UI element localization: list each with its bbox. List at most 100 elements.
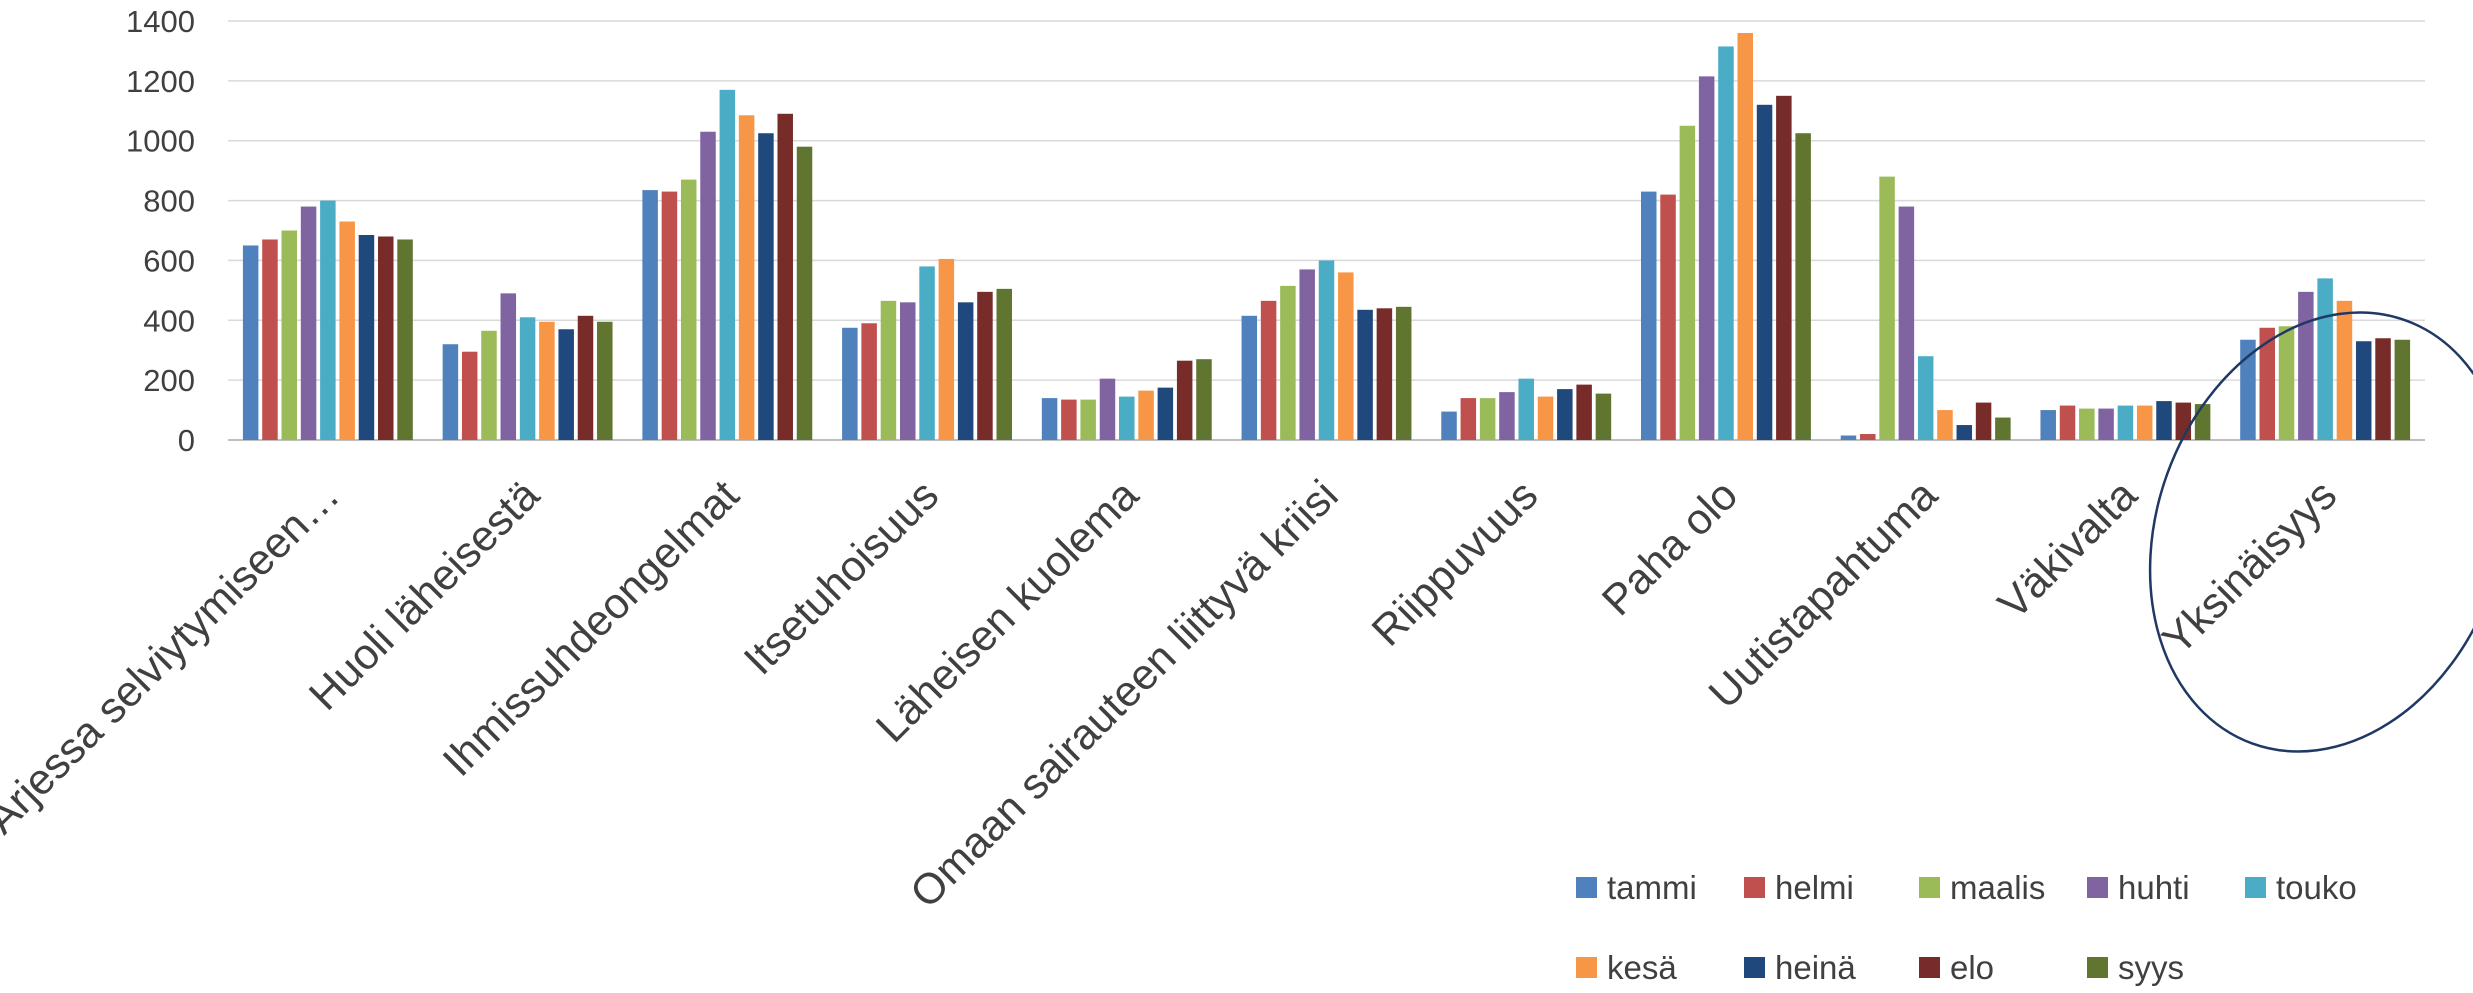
- bar-huoli-laheisesta-helmi: [461, 351, 478, 440]
- legend: tammi helmi maalis huhti touko kesä heinä elo sy…: [1576, 869, 2357, 986]
- bar-uutistapahtuma-helmi: [1860, 434, 1876, 440]
- bar-yksinaisyys-syys: [2394, 339, 2411, 440]
- legend-item-elo: elo: [1919, 949, 1994, 986]
- bar-riippuvuus-tammi: [1441, 411, 1457, 440]
- legend-item-helmi: helmi: [1744, 869, 1854, 906]
- x-tick-label-vakivalta: Väkivalta: [1989, 471, 2146, 628]
- bar-itsetuhoisuus-syys: [996, 288, 1012, 440]
- y-axis: 0 200 400 600 800 1000 1200 1400: [126, 4, 195, 458]
- bar-vakivalta-helmi: [2059, 405, 2076, 440]
- bar-omaan-sairauteen-liittyva-kriisi-maalis: [1280, 285, 1296, 440]
- legend-label: touko: [2276, 869, 2357, 906]
- bar-vakivalta-maalis: [2079, 408, 2095, 440]
- y-tick-label: 400: [143, 303, 195, 338]
- bar-paha-olo-huhti: [1698, 76, 1715, 441]
- bar-riippuvuus-syys: [1595, 393, 1612, 440]
- bar-ihmissuhdeongelmat-touko: [719, 89, 736, 440]
- bar-uutistapahtuma-touko: [1917, 356, 1934, 440]
- bar-vakivalta-heina: [2156, 401, 2172, 440]
- y-tick-label: 1000: [126, 124, 195, 159]
- bar-yksinaisyys-helmi: [2259, 327, 2275, 440]
- bar-arjessa-selviytymiseen-tammi: [242, 245, 259, 440]
- legend-swatch: [2087, 877, 2108, 898]
- bar-laheisen-kuolema-helmi: [1061, 399, 1077, 440]
- legend-swatch: [1919, 877, 1940, 898]
- bar-huoli-laheisesta-maalis: [481, 330, 497, 440]
- bar-ihmissuhdeongelmat-huhti: [700, 131, 716, 441]
- bar-paha-olo-maalis: [1679, 125, 1696, 440]
- legend-swatch: [1744, 957, 1765, 978]
- legend-item-syys: syys: [2087, 949, 2184, 986]
- bar-yksinaisyys-maalis: [2278, 326, 2295, 440]
- x-tick-label-paha-olo: Paha olo: [1593, 471, 1747, 625]
- bar-huoli-laheisesta-elo: [577, 315, 594, 440]
- bar-itsetuhoisuus-huhti: [900, 302, 916, 440]
- bar-riippuvuus-helmi: [1460, 398, 1477, 440]
- bar-omaan-sairauteen-liittyva-kriisi-syys: [1395, 306, 1412, 440]
- bar-arjessa-selviytymiseen-syys: [397, 239, 413, 440]
- bar-arjessa-selviytymiseen-kesa: [339, 221, 355, 440]
- y-tick-label: 1200: [126, 64, 195, 99]
- bar-ihmissuhdeongelmat-maalis: [680, 179, 697, 440]
- bar-ihmissuhdeongelmat-elo: [777, 113, 793, 440]
- legend-label: syys: [2118, 949, 2184, 986]
- legend-swatch: [2087, 957, 2108, 978]
- bar-uutistapahtuma-huhti: [1898, 206, 1915, 440]
- bar-laheisen-kuolema-syys: [1196, 359, 1212, 440]
- bar-vakivalta-huhti: [2098, 408, 2114, 440]
- highlight-ellipse: [2148, 311, 2473, 753]
- bar-huoli-laheisesta-touko: [519, 317, 536, 440]
- bar-itsetuhoisuus-kesa: [938, 258, 955, 440]
- bar-arjessa-selviytymiseen-huhti: [300, 206, 317, 440]
- bar-vakivalta-kesa: [2136, 405, 2153, 440]
- x-tick-label-itsetuhoisuus: Itsetuhoisuus: [735, 471, 948, 684]
- bar-yksinaisyys-tammi: [2240, 339, 2256, 440]
- bar-paha-olo-touko: [1718, 46, 1734, 440]
- bar-arjessa-selviytymiseen-maalis: [281, 230, 298, 440]
- legend-swatch: [1744, 877, 1765, 898]
- bars: [242, 32, 2411, 441]
- bar-huoli-laheisesta-tammi: [442, 344, 459, 440]
- bar-ihmissuhdeongelmat-heina: [758, 133, 774, 441]
- bar-paha-olo-elo: [1776, 95, 1792, 440]
- bar-ihmissuhdeongelmat-syys: [796, 146, 813, 440]
- bar-laheisen-kuolema-touko: [1119, 396, 1135, 440]
- bar-itsetuhoisuus-heina: [957, 302, 974, 440]
- annotations: [2148, 311, 2473, 753]
- legend-item-kesa: kesä: [1576, 949, 1677, 986]
- x-axis: Arjessa selviytymiseen…Huoli läheisestäI…: [0, 471, 2346, 917]
- legend-label: helmi: [1775, 869, 1854, 906]
- bar-uutistapahtuma-syys: [1995, 417, 2011, 440]
- bar-uutistapahtuma-elo: [1975, 402, 1992, 440]
- bar-omaan-sairauteen-liittyva-kriisi-heina: [1357, 309, 1373, 440]
- y-tick-label: 200: [143, 363, 195, 398]
- bar-itsetuhoisuus-maalis: [880, 300, 897, 440]
- bar-paha-olo-tammi: [1641, 191, 1657, 440]
- bar-omaan-sairauteen-liittyva-kriisi-touko: [1318, 260, 1335, 440]
- bar-laheisen-kuolema-kesa: [1138, 390, 1154, 440]
- bar-laheisen-kuolema-elo: [1176, 360, 1193, 440]
- y-tick-label: 0: [178, 423, 195, 458]
- bar-omaan-sairauteen-liittyva-kriisi-elo: [1376, 308, 1393, 440]
- bar-riippuvuus-heina: [1557, 389, 1573, 440]
- bar-laheisen-kuolema-tammi: [1041, 398, 1058, 440]
- bar-vakivalta-touko: [2117, 405, 2134, 440]
- bar-omaan-sairauteen-liittyva-kriisi-tammi: [1241, 315, 1258, 440]
- legend-item-tammi: tammi: [1576, 869, 1697, 906]
- bar-laheisen-kuolema-huhti: [1099, 378, 1116, 440]
- legend-label: kesä: [1607, 949, 1677, 986]
- bar-huoli-laheisesta-syys: [597, 321, 613, 440]
- legend-item-huhti: huhti: [2087, 869, 2190, 906]
- bar-ihmissuhdeongelmat-kesa: [738, 115, 755, 441]
- bar-riippuvuus-huhti: [1499, 392, 1515, 440]
- legend-label: heinä: [1775, 949, 1856, 986]
- bar-omaan-sairauteen-liittyva-kriisi-kesa: [1338, 272, 1354, 440]
- bar-yksinaisyys-elo: [2375, 338, 2391, 440]
- bar-paha-olo-helmi: [1660, 194, 1676, 440]
- legend-label: elo: [1950, 949, 1994, 986]
- legend-item-maalis: maalis: [1919, 869, 2045, 906]
- x-tick-label-arjessa-selviytymiseen: Arjessa selviytymiseen…: [0, 471, 349, 843]
- x-tick-label-riippuvuus: Riippuvuus: [1363, 471, 1547, 655]
